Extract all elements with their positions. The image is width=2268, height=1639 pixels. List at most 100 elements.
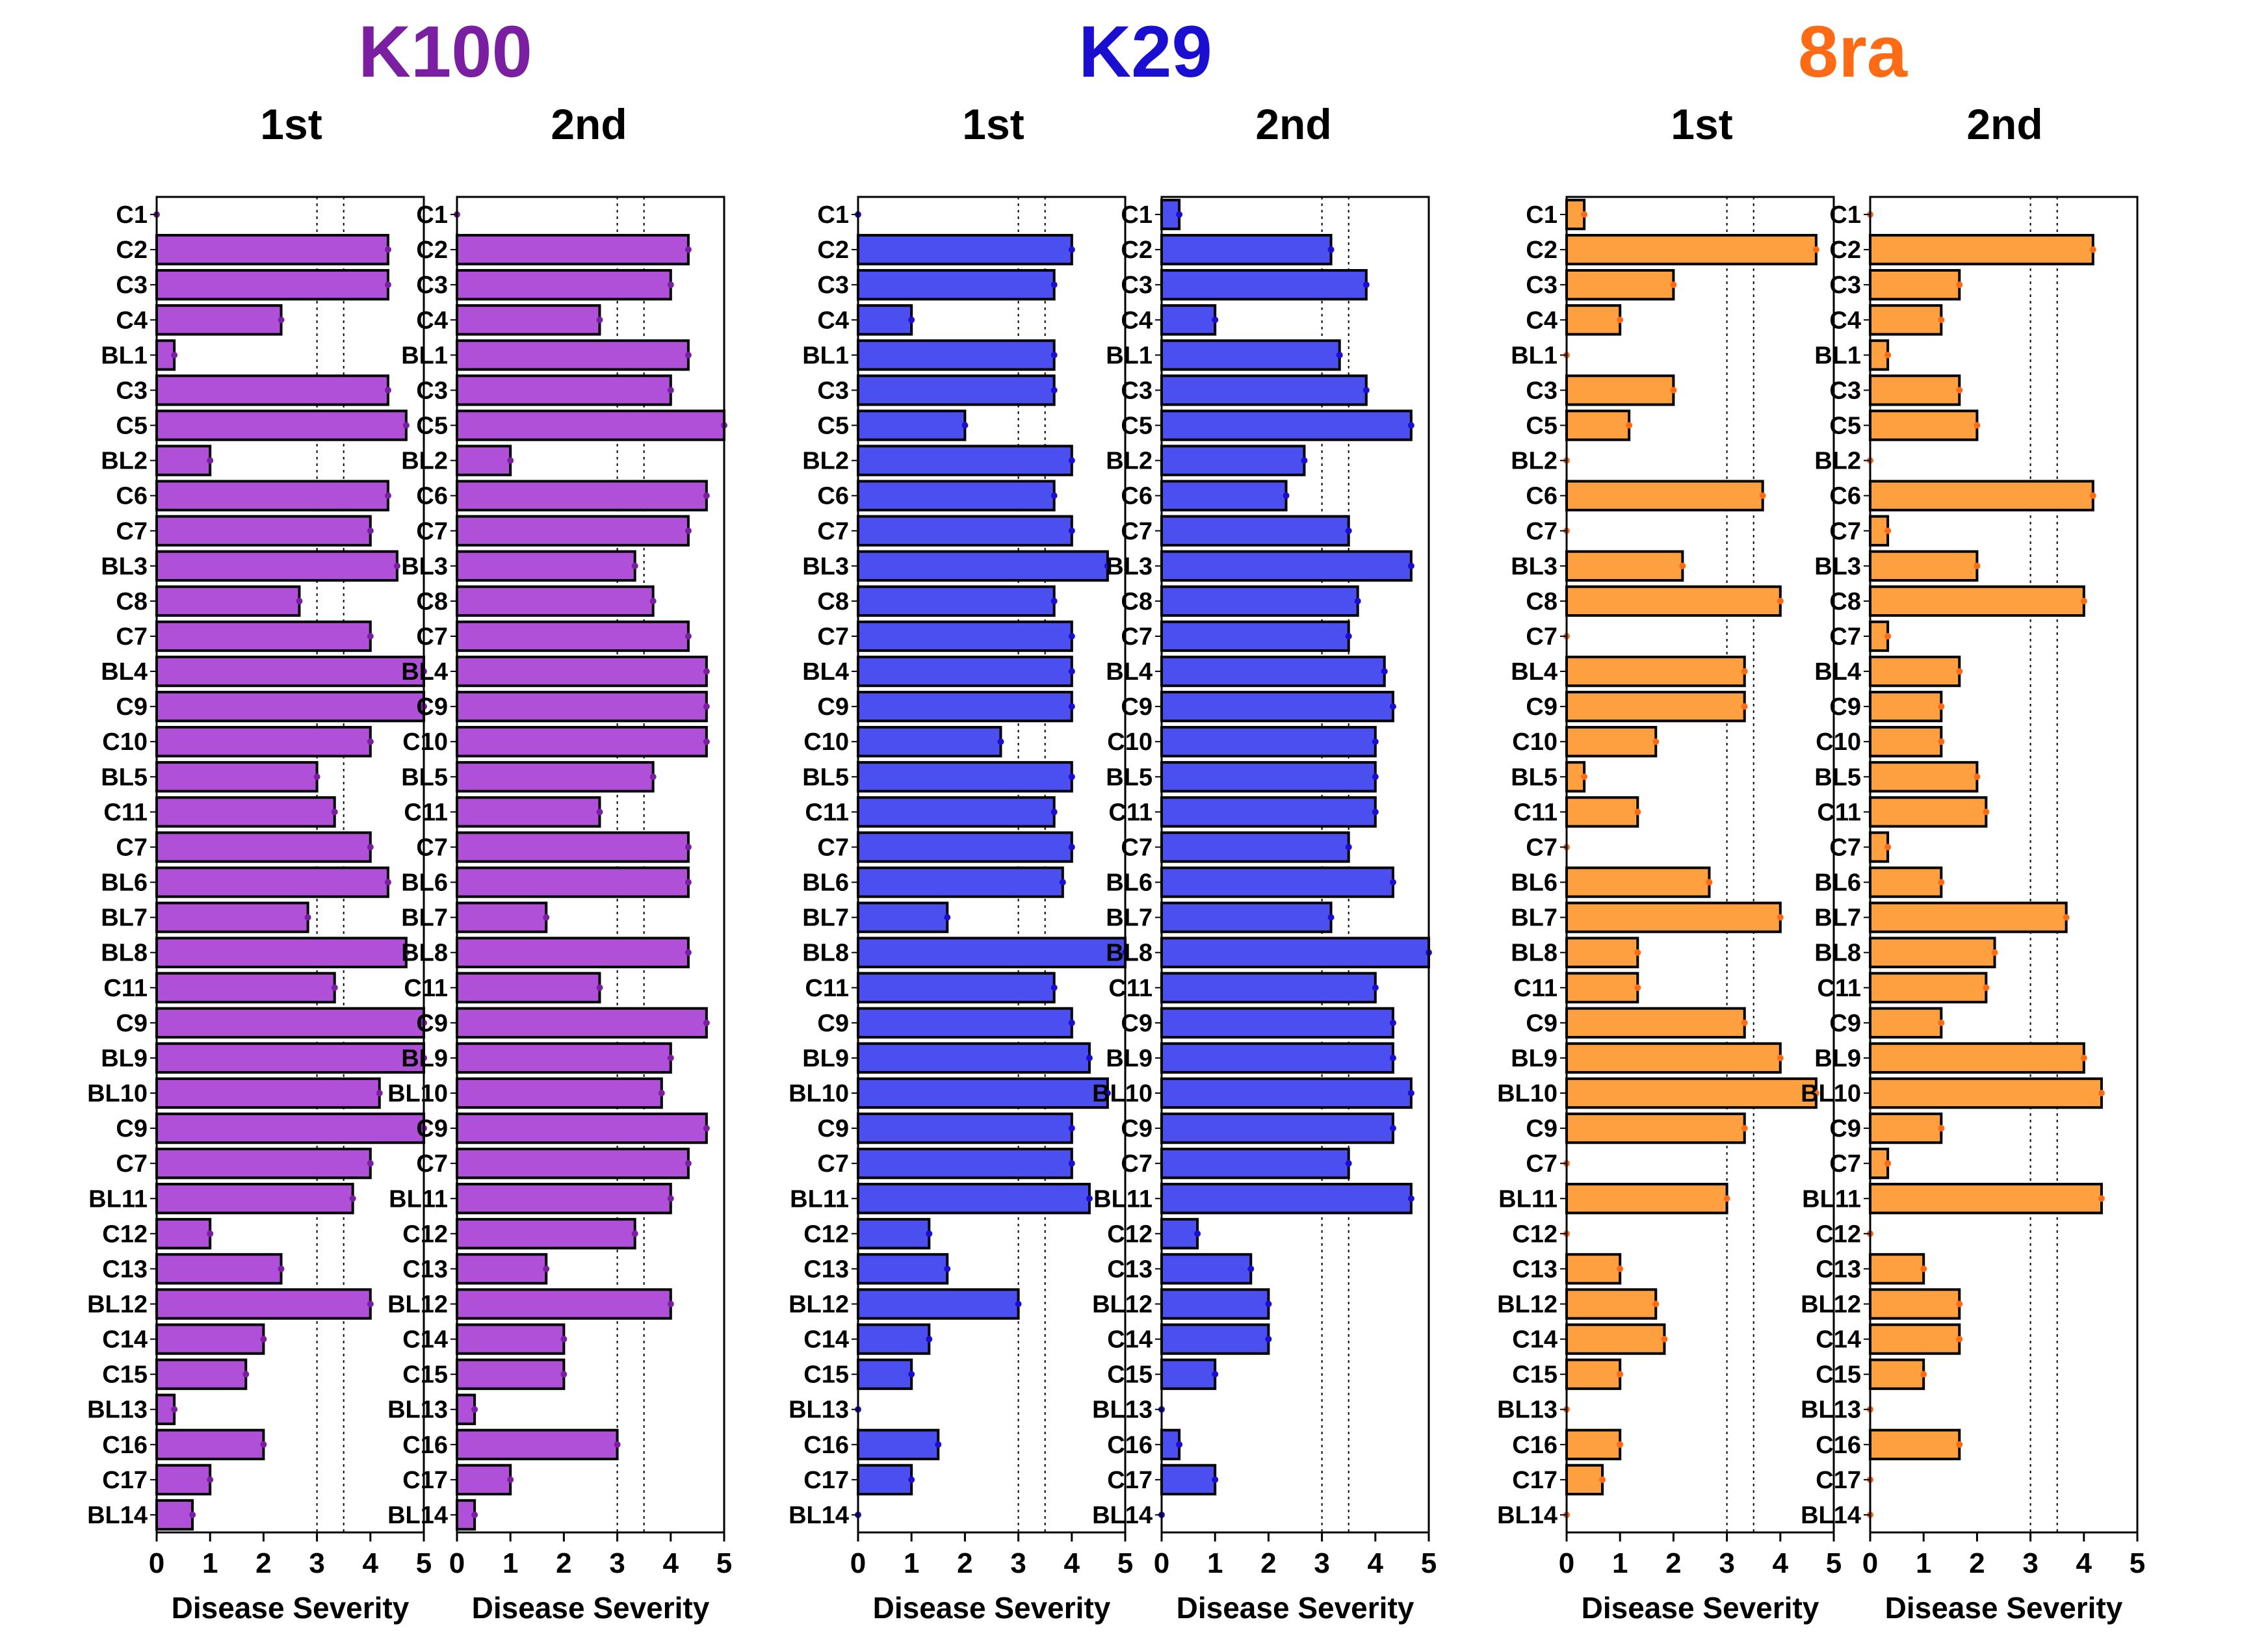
category-label: BL3 [1106, 553, 1153, 580]
data-point [631, 562, 638, 569]
bar [1869, 585, 2085, 617]
data-point [1050, 281, 1058, 289]
x-axis-title: Disease Severity [873, 1591, 1111, 1625]
category-label: C5 [1526, 413, 1558, 440]
category-label: C9 [1526, 1115, 1558, 1142]
data-point [367, 1300, 374, 1308]
data-point [207, 1476, 214, 1483]
category-label: BL9 [401, 1045, 448, 1072]
data-point [471, 1406, 478, 1413]
x-tick-label: 3 [2022, 1547, 2038, 1579]
category-label: BL13 [87, 1397, 148, 1424]
bar [1160, 269, 1368, 301]
data-point [1938, 703, 1945, 710]
x-tick-label: 2 [255, 1547, 271, 1579]
bar [857, 233, 1073, 266]
bar [857, 655, 1073, 688]
category-label: BL13 [1092, 1397, 1153, 1424]
bar [1565, 1042, 1782, 1074]
category-label: C9 [1526, 1010, 1558, 1037]
data-point [1176, 1441, 1183, 1448]
data-point [1723, 1195, 1730, 1202]
data-point [997, 738, 1004, 745]
bar [1160, 1218, 1199, 1250]
bar [1160, 655, 1386, 688]
data-point [1652, 738, 1660, 745]
bar [1160, 1253, 1253, 1285]
bar [1869, 374, 1961, 406]
category-label: C7 [1121, 1150, 1153, 1178]
bar [155, 304, 283, 336]
data-point [703, 492, 710, 499]
data-point [471, 1511, 478, 1518]
data-point [1974, 562, 1981, 569]
bar [155, 655, 425, 688]
category-label: C12 [1816, 1220, 1861, 1248]
x-tick-label: 3 [609, 1547, 625, 1579]
category-label: BL6 [802, 870, 849, 897]
category-label: C16 [1512, 1432, 1558, 1459]
bar [1160, 1183, 1413, 1215]
bar [456, 1007, 708, 1039]
panel-title-k100-1st: 1st [260, 100, 322, 148]
category-label: C1 [817, 201, 849, 229]
category-label: C3 [1526, 377, 1558, 404]
data-point [1983, 984, 1990, 991]
category-label: C9 [116, 693, 148, 721]
category-label: C2 [116, 237, 148, 264]
data-point [331, 808, 338, 816]
data-point [2089, 246, 2096, 253]
bar [456, 620, 690, 652]
x-tick-label: 5 [1421, 1547, 1437, 1579]
category-label: C14 [1816, 1326, 1861, 1354]
data-point [703, 1019, 710, 1026]
bar [456, 1288, 672, 1320]
data-point [260, 1336, 267, 1343]
category-label: BL5 [1106, 764, 1153, 791]
plot-frame [155, 196, 425, 1534]
bar [857, 901, 949, 933]
category-label: C7 [1121, 518, 1153, 545]
data-point [944, 1265, 951, 1272]
category-label: C17 [1816, 1467, 1861, 1494]
category-label: C2 [1829, 237, 1861, 264]
data-point [926, 1336, 933, 1343]
bar [1160, 233, 1333, 266]
bar [1160, 445, 1306, 476]
data-point [1050, 597, 1058, 604]
bar [1160, 936, 1430, 968]
bar [456, 409, 725, 441]
bar [1160, 761, 1377, 793]
bar [456, 690, 708, 723]
category-label: BL9 [101, 1045, 148, 1072]
bar [857, 515, 1073, 547]
data-point [393, 562, 400, 569]
bar [1160, 796, 1377, 828]
category-label: C7 [817, 518, 849, 545]
category-label: BL10 [1497, 1080, 1558, 1107]
bar [857, 1147, 1073, 1180]
category-label: BL8 [401, 940, 448, 967]
category-label: BL2 [1106, 448, 1153, 475]
data-point [1956, 281, 1963, 289]
bar [857, 1077, 1109, 1109]
category-label: BL2 [802, 448, 849, 475]
category-label: C7 [416, 623, 448, 651]
bar [1869, 690, 1943, 723]
data-point [1389, 1125, 1396, 1132]
category-label: C3 [817, 272, 849, 299]
bar [857, 585, 1056, 617]
x-tick-label: 0 [1559, 1547, 1574, 1579]
category-label: BL11 [1802, 1185, 1861, 1213]
category-label: C8 [1526, 588, 1558, 615]
category-label: C9 [1121, 1010, 1153, 1037]
panel-title-k29-2nd: 2nd [1255, 100, 1331, 148]
bar [857, 550, 1109, 582]
x-tick-label: 1 [1612, 1547, 1628, 1579]
data-point [1345, 527, 1352, 534]
data-point [1194, 1230, 1201, 1237]
data-point [1670, 387, 1677, 394]
bar [857, 831, 1073, 863]
category-label: BL12 [789, 1291, 849, 1318]
bar [1869, 1007, 1943, 1039]
